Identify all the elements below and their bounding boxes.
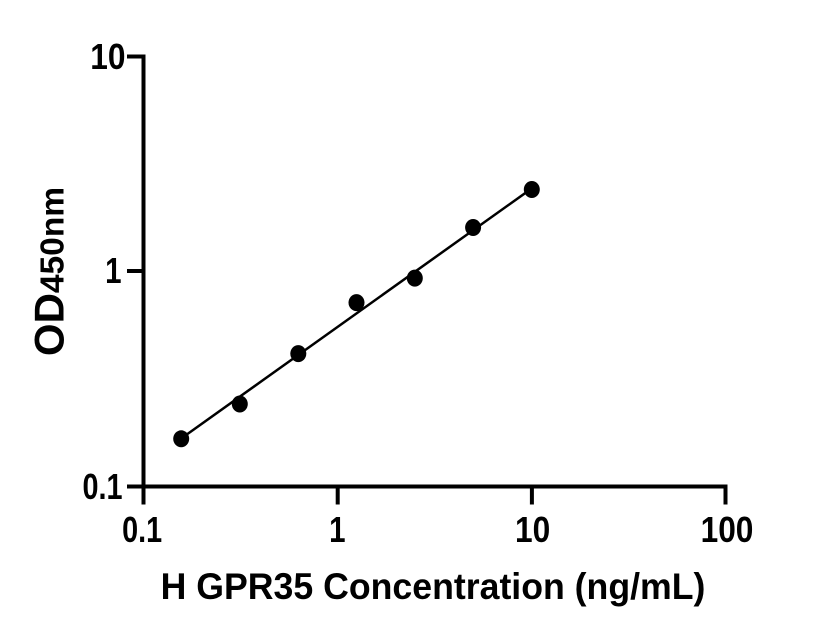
svg-text:1: 1 [105, 250, 121, 290]
svg-text:0.1: 0.1 [122, 509, 162, 550]
svg-text:H GPR35 Concentration (ng/mL): H GPR35 Concentration (ng/mL) [161, 565, 706, 607]
svg-text:10: 10 [90, 37, 125, 77]
svg-text:0.1: 0.1 [82, 466, 122, 507]
svg-text:10: 10 [515, 510, 550, 550]
svg-text:1: 1 [329, 509, 345, 549]
svg-text:100: 100 [701, 510, 754, 550]
